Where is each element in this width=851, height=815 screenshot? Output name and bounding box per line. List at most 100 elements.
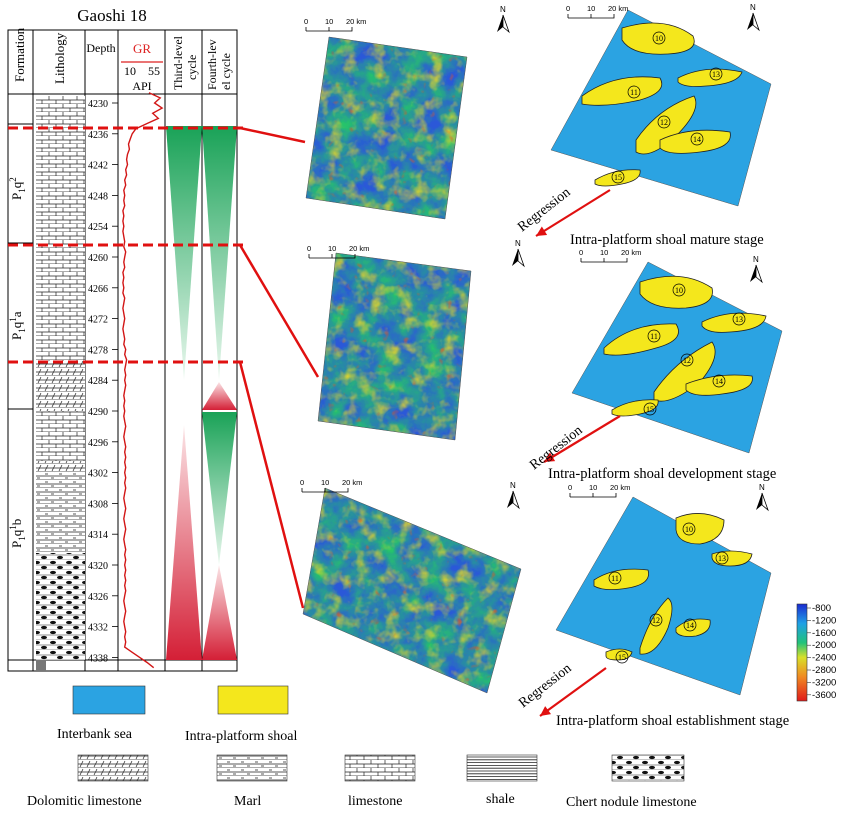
shoal-body: [653, 341, 716, 402]
legend-shale: shale: [486, 792, 515, 807]
legend-limestone: limestone: [348, 794, 402, 809]
shoal-id: 12: [683, 356, 691, 365]
header-third-cycle-l1: Third-level: [171, 35, 185, 90]
depth-label: 4290: [88, 407, 108, 418]
scale-bar: [567, 14, 615, 19]
scale-label: 0: [304, 17, 308, 26]
colorbar-label: -3200: [812, 677, 836, 688]
shoal-id: 12: [660, 118, 668, 127]
fourth-cycle-red-1: [202, 382, 237, 410]
formation-label-2: P1q1a: [8, 311, 27, 340]
legend-swatch-marl: [216, 754, 288, 782]
scale-label: 10: [325, 17, 333, 26]
depth-label: 4332: [88, 623, 108, 634]
shoal-id: 15: [614, 173, 622, 182]
north-label: N: [750, 3, 756, 12]
north-arrow-icon: [512, 490, 520, 510]
scale-label: 20 km: [346, 17, 366, 26]
shoal-id-ring: [682, 522, 696, 536]
lithology-dolomitic-2: [36, 461, 85, 473]
shoal-id-ring: [672, 283, 686, 297]
shoal-id: 15: [646, 405, 654, 414]
shoal-id: 10: [655, 34, 663, 43]
lithology-limestone-2: [36, 411, 85, 461]
shoal-id: 12: [652, 616, 660, 625]
formation-suffix: b: [9, 519, 24, 526]
shoal-body: [677, 68, 743, 87]
scale-bar: [308, 254, 356, 259]
colorbar-label: -1600: [812, 628, 836, 639]
legend-chert: Chert nodule limestone: [566, 795, 697, 810]
regression-arrow-head: [540, 706, 552, 716]
shoal-id: 14: [686, 621, 694, 630]
header-fourth-cycle-l1: Fourth-lev: [205, 39, 219, 90]
scale-bar: [580, 258, 628, 263]
shoal-id: 14: [693, 135, 701, 144]
formation-label-1: P1q2: [8, 177, 27, 200]
shoal-body: [593, 568, 649, 590]
header-depth: Depth: [86, 41, 115, 55]
formation-labels: P1q2 P1q1a P1q1b: [8, 177, 27, 548]
depth-label: 4314: [88, 530, 108, 541]
shoal-id: 11: [650, 332, 658, 341]
colorbar-label: -3600: [812, 690, 836, 701]
colorbar-label: -2800: [812, 665, 836, 676]
depth-label: 4278: [88, 345, 108, 356]
scale-label: 0: [579, 248, 583, 257]
shoal-id-ring: [608, 571, 622, 585]
formation-label-3: P1q1b: [8, 519, 27, 548]
seismic-map-3: 0 10 20 km N: [300, 478, 522, 694]
header-third-cycle: Third-level cycle: [171, 33, 199, 90]
north-label: N: [515, 239, 521, 248]
formation-mid: q: [9, 529, 24, 536]
regression-label: Regression: [515, 185, 573, 235]
shoal-body: [635, 95, 697, 155]
well-title: Gaoshi 18: [77, 6, 146, 25]
stage-label: Intra-platform shoal mature stage: [570, 232, 764, 248]
north-label: N: [500, 5, 506, 14]
shoal-id-ring: [683, 618, 697, 632]
header-third-cycle-l2: cycle: [185, 55, 199, 80]
formation-sub: 1: [17, 188, 27, 193]
north-label: N: [510, 481, 516, 490]
north-arrow-icon: [761, 492, 769, 512]
formation-sup: 1: [8, 525, 18, 530]
shoal-id-ring: [649, 613, 663, 627]
depth-label: 4308: [88, 499, 108, 510]
scale-label: 10: [589, 483, 597, 492]
depth-label: 4320: [88, 561, 108, 572]
gr-curve: [122, 92, 164, 669]
scale-label: 0: [568, 483, 572, 492]
interbank-sea-area: [550, 9, 772, 207]
header-formation: Formation: [12, 27, 27, 82]
north-arrow-icon: [497, 15, 503, 32]
seismic-maps: 0 10 20 km N 0 10 20 km N 0 10 20 km N: [300, 5, 525, 694]
shoal-id-ring: [690, 132, 704, 146]
formation-sub: 1: [17, 328, 27, 333]
shoal-body: [621, 22, 695, 55]
legend-swatch-dolomitic: [77, 754, 149, 782]
facies-map-1: 10 11 12 13 14 15 0 10 20 km N RegressionIntra-pla…: [515, 3, 772, 248]
third-cycle-red-2: [166, 425, 202, 660]
north-label: N: [753, 255, 759, 264]
shoal-id-ring: [680, 353, 694, 367]
well-log-panel: Formation Lithology Depth GR 10 55 API T…: [7, 27, 238, 672]
seismic-map-1: 0 10 20 km N: [304, 5, 510, 220]
gr-max: 55: [148, 64, 160, 78]
scale-bar: [569, 493, 617, 498]
shoal-id: 13: [735, 315, 743, 324]
scale-label: 10: [328, 244, 336, 253]
shoal-id: 13: [718, 554, 726, 563]
scale-label: 20 km: [621, 248, 641, 257]
shoal-id-ring: [715, 551, 729, 565]
shoal-id-ring: [652, 31, 666, 45]
north-arrow-icon: [747, 13, 753, 30]
gr-unit: API: [132, 79, 151, 93]
shoal-body: [685, 374, 753, 396]
shoal-id-ring: [615, 650, 629, 664]
connector-lines: [238, 126, 320, 609]
scale-label: 0: [300, 478, 304, 487]
legend-shoal: Intra-platform shoal: [185, 729, 297, 744]
shoal-id-ring: [627, 85, 641, 99]
